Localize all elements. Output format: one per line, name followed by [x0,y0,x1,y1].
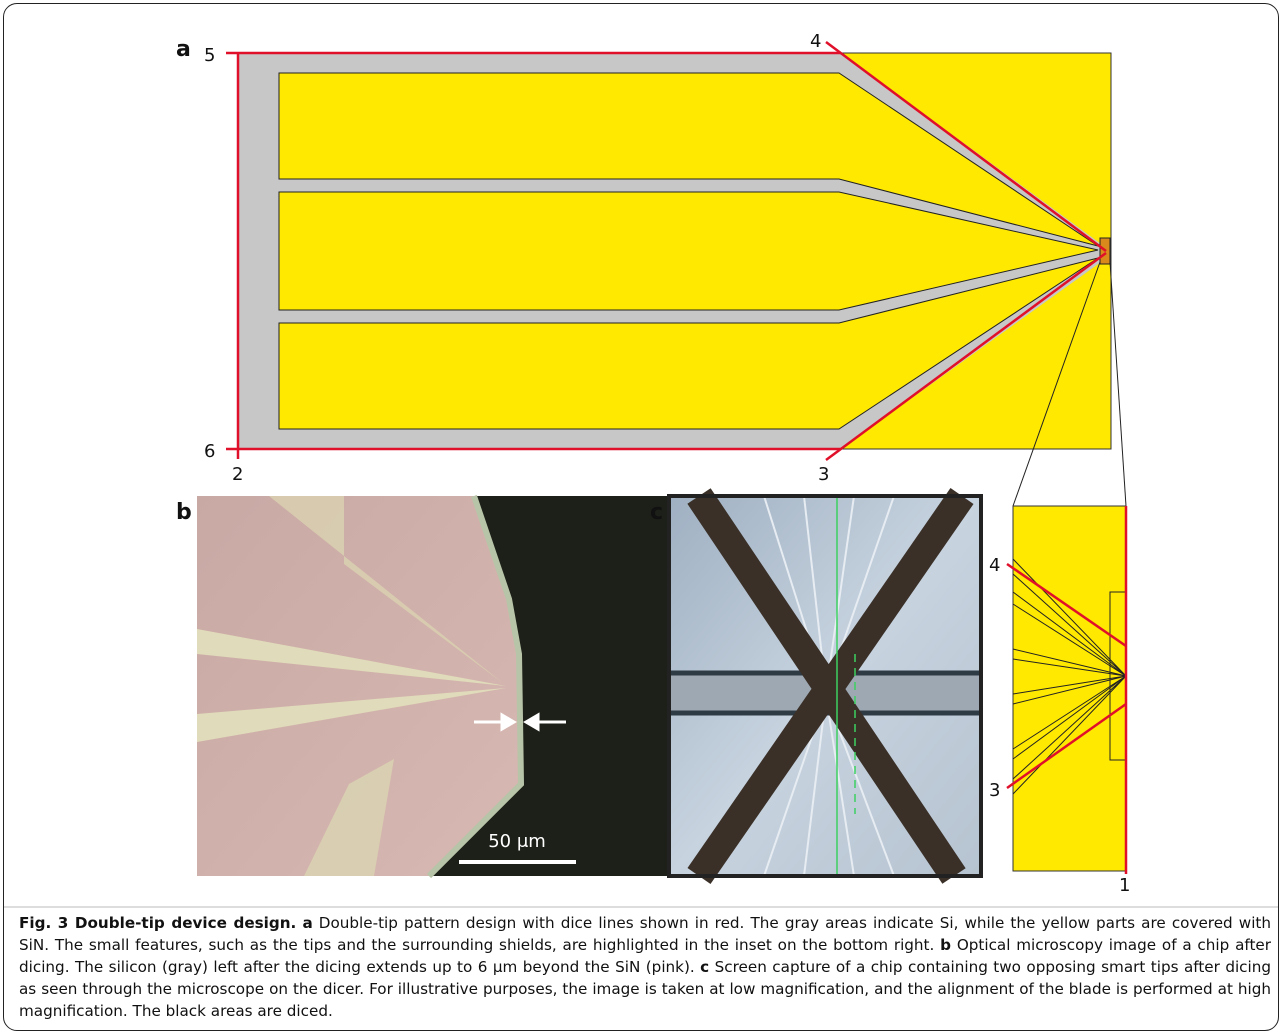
panel-a: a 5 4 6 2 3 [176,31,1127,507]
inset: 4 3 1 [989,505,1130,896]
panel-label: b [176,500,192,525]
panel-c: c [650,488,983,884]
edge [426,495,525,879]
si-region [269,496,504,684]
si-region [197,688,506,742]
dice-lines [226,40,1107,462]
caption-title: Fig. 3 Double-tip device design. [19,914,297,932]
diced-line [687,488,974,884]
dice-label: 4 [810,31,821,52]
panel-label: c [650,500,663,525]
arrows [474,712,566,732]
part-label: a [302,914,313,932]
dice-label: 2 [232,464,243,485]
part-text: Optical microscopy image of a chip after… [19,936,1271,976]
dice-label: 3 [989,780,1000,801]
si-region [304,759,394,876]
dice-label: 4 [989,555,1000,576]
zoom-line [1109,261,1127,507]
dice-label: 1 [1119,875,1130,896]
figure: a 5 4 6 2 3 4 3 1 [4,31,1278,908]
panel-b: b 50 μm [176,495,753,879]
sin-pad [278,72,1099,247]
scale-label: 50 μm [488,831,546,852]
dice-label: 5 [204,45,215,66]
sin-pad [278,191,1099,311]
sin-pad [278,257,1099,430]
part-label: b [940,936,952,954]
part-label: c [700,958,710,976]
inset-dice [1006,506,1128,874]
zoom-line [1012,261,1101,507]
caption: Fig. 3 Double-tip device design. a Doubl… [19,912,1271,1022]
part-text: Double-tip pattern design with dice line… [19,914,1272,954]
frame [667,494,983,878]
si-region [197,629,506,686]
panel-label: a [176,37,191,62]
dice-label: 6 [204,441,215,462]
figure-frame: a 5 4 6 2 3 4 3 1 [3,3,1279,1031]
dice-label: 3 [818,464,829,485]
part-text: Screen capture of a chip containing two … [19,958,1272,1020]
sin-region [197,496,521,876]
